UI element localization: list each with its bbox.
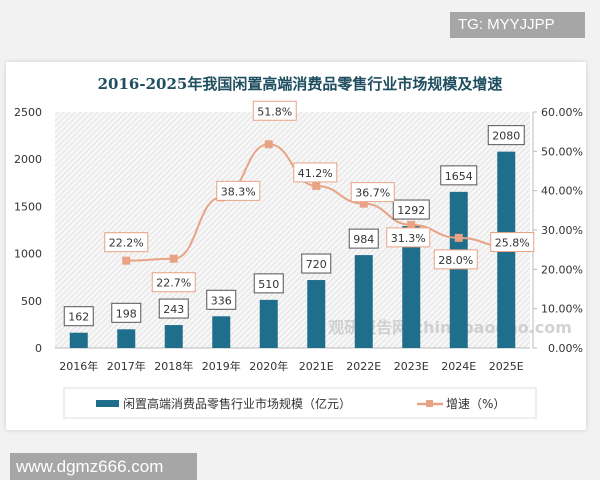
left-tick-label: 1000 xyxy=(14,248,42,261)
bar-value-label-box xyxy=(253,273,284,294)
bar-value-label-box xyxy=(111,302,142,323)
bar xyxy=(307,280,326,348)
x-tick-label: 2021E xyxy=(299,360,334,373)
growth-value-label-box xyxy=(490,232,535,253)
legend-line-label: 增速（%） xyxy=(446,397,505,411)
legend-bar-label: 闲置高端消费品零售行业市场规模（亿元） xyxy=(123,396,351,411)
bar-value-label: 198 xyxy=(116,307,137,320)
bar-value-label-box xyxy=(440,165,478,186)
growth-value-label-box xyxy=(386,227,431,248)
watermark-top: TG: MYYJJPP xyxy=(450,12,585,38)
bar-value-label-box xyxy=(158,298,189,319)
bar xyxy=(354,255,373,348)
x-tick-label: 2023E xyxy=(394,360,429,373)
growth-marker xyxy=(122,256,131,265)
growth-value-label-box xyxy=(293,162,338,183)
bar xyxy=(449,191,468,348)
growth-value-label-box xyxy=(252,100,297,121)
growth-value-label-box xyxy=(433,249,478,270)
x-tick-label: 2022E xyxy=(346,360,381,373)
bar-value-label-box xyxy=(206,289,237,310)
bar-value-label-box xyxy=(487,125,525,146)
growth-value-label: 36.7% xyxy=(355,187,390,200)
right-tick-label: 50.00% xyxy=(541,145,583,158)
growth-marker xyxy=(359,199,368,208)
growth-value-label: 22.2% xyxy=(109,237,144,250)
growth-value-label-box xyxy=(216,180,261,201)
x-tick-label: 2016年 xyxy=(59,359,98,373)
bar-value-label-box xyxy=(63,306,94,327)
watermark-bottom: www.dgmz666.com xyxy=(10,453,197,480)
bar xyxy=(117,329,136,348)
bar xyxy=(402,226,421,348)
growth-marker xyxy=(169,254,178,263)
bar-value-label: 2080 xyxy=(492,130,520,143)
right-tick-label: 30.00% xyxy=(541,224,583,237)
growth-marker xyxy=(454,233,463,242)
left-tick-label: 0 xyxy=(35,342,42,355)
growth-value-label: 28.0% xyxy=(438,254,473,267)
x-tick-label: 2024E xyxy=(441,360,476,373)
bar-value-label: 510 xyxy=(258,278,279,291)
growth-value-label: 41.2% xyxy=(298,167,333,180)
left-tick-label: 2500 xyxy=(14,106,42,119)
x-tick-label: 2019年 xyxy=(202,359,241,373)
left-tick-label: 500 xyxy=(21,295,42,308)
bar-value-label: 984 xyxy=(353,233,374,246)
chart-title: 2016-2025年我国闲置高端消费品零售行业市场规模及增速 xyxy=(98,75,503,93)
x-tick-label: 2025E xyxy=(489,360,524,373)
left-tick-label: 2000 xyxy=(14,153,42,166)
growth-value-label: 31.3% xyxy=(391,232,426,245)
right-tick-label: 60.00% xyxy=(541,106,583,119)
legend-line-marker xyxy=(426,400,433,407)
growth-value-label-box xyxy=(104,232,149,253)
legend xyxy=(63,387,537,419)
bar xyxy=(164,325,183,348)
growth-value-label-box xyxy=(151,272,196,293)
growth-marker xyxy=(264,140,273,149)
bar xyxy=(212,316,231,348)
growth-value-label: 22.7% xyxy=(156,277,191,290)
growth-value-label: 25.8% xyxy=(495,237,530,250)
bar-value-label: 162 xyxy=(68,311,89,324)
right-tick-label: 0.00% xyxy=(548,342,583,355)
right-tick-label: 10.00% xyxy=(541,303,583,316)
x-tick-label: 2017年 xyxy=(107,359,146,373)
bar-value-label: 1292 xyxy=(397,204,425,217)
bar xyxy=(259,299,278,348)
x-tick-label: 2020年 xyxy=(249,359,288,373)
bar-value-label: 720 xyxy=(306,258,327,271)
bar-value-label: 243 xyxy=(163,303,184,316)
legend-bar-swatch xyxy=(96,400,119,407)
growth-marker xyxy=(312,181,321,190)
bar-value-label-box xyxy=(392,199,430,220)
growth-marker xyxy=(407,220,416,229)
bar-value-label: 1654 xyxy=(445,170,473,183)
bar-value-label-box xyxy=(348,228,379,249)
growth-value-label: 51.8% xyxy=(257,105,292,118)
growth-value-label-box xyxy=(350,182,395,203)
bar xyxy=(69,332,88,348)
bar-value-label: 336 xyxy=(211,294,232,307)
left-tick-label: 1500 xyxy=(14,200,42,213)
right-tick-label: 40.00% xyxy=(541,185,583,198)
x-tick-label: 2018年 xyxy=(154,359,193,373)
right-tick-label: 20.00% xyxy=(541,263,583,276)
growth-value-label: 38.3% xyxy=(221,185,256,198)
bar-value-label-box xyxy=(301,253,332,274)
